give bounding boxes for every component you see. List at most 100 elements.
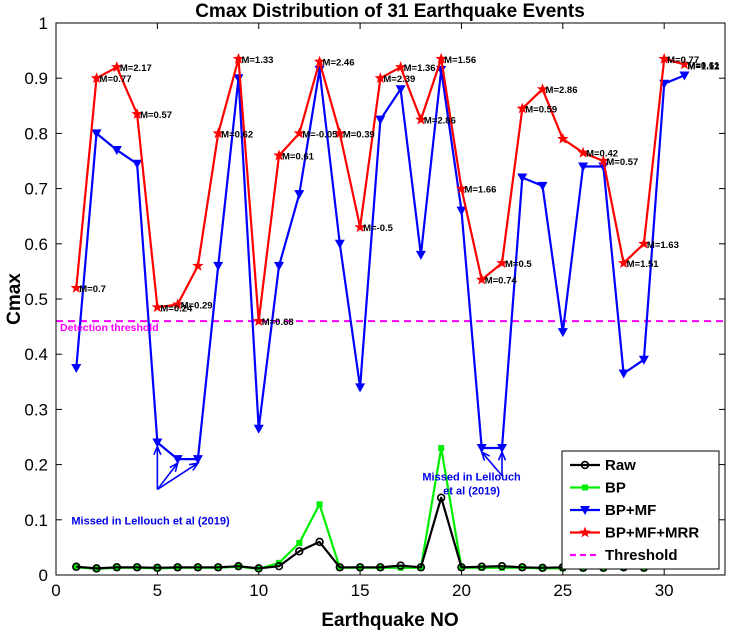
- x-tick-label: 30: [655, 581, 674, 600]
- data-point: [294, 190, 305, 200]
- magnitude-label: M=-0.5: [363, 223, 394, 234]
- data-point: [617, 257, 630, 268]
- data-point: [496, 257, 508, 268]
- data-point: [476, 444, 487, 454]
- data-point: [274, 261, 284, 271]
- data-point: [355, 563, 365, 572]
- data-point: [111, 61, 123, 73]
- data-point: [315, 537, 324, 547]
- magnitude-label: M=0.42: [586, 149, 618, 160]
- data-point: [232, 52, 245, 64]
- arrow-head: [188, 461, 200, 471]
- magnitude-label: M=1.12: [687, 62, 719, 73]
- legend-item: BP+MF+MRR: [570, 525, 699, 542]
- annotation-arrow: [156, 462, 179, 490]
- magnitude-label: M=1.51: [627, 259, 660, 270]
- magnitude-label: M=0.62: [221, 129, 253, 140]
- data-point: [112, 563, 122, 572]
- magnitude-label: M=-0.05: [302, 129, 338, 140]
- data-point: [72, 562, 81, 571]
- magnitude-label: M=0.77: [667, 55, 699, 66]
- magnitude-label: M=0.74: [485, 276, 518, 287]
- legend-item: Raw: [570, 457, 636, 474]
- x-tick-label: 0: [51, 581, 60, 600]
- data-point: [151, 301, 164, 313]
- magnitude-label: M=1.36: [404, 63, 436, 74]
- arrow-head: [480, 450, 491, 461]
- y-tick-label: 0: [39, 566, 48, 585]
- magnitude-label: M=1.33: [241, 55, 273, 66]
- legend: Raw BP BP+MF BP+MF+MRR Threshold: [561, 450, 720, 570]
- data-point: [253, 424, 264, 434]
- data-point: [537, 181, 548, 191]
- data-point: [397, 564, 404, 571]
- data-point: [131, 108, 143, 119]
- magnitude-label: M=1.56: [444, 55, 476, 66]
- magnitude-label: M=0.29: [181, 301, 213, 312]
- legend-label: Raw: [605, 457, 636, 474]
- annotation-text: et al (2019): [443, 486, 500, 498]
- data-point: [536, 83, 549, 95]
- arrow-head: [169, 461, 179, 472]
- data-point: [517, 173, 528, 183]
- magnitude-label: M=2.86: [546, 85, 578, 96]
- data-point: [580, 460, 590, 470]
- data-point: [658, 52, 670, 64]
- annotation-arrow: [156, 462, 199, 491]
- data-point: [679, 71, 690, 81]
- data-point: [375, 115, 386, 125]
- data-point: [416, 563, 426, 572]
- data-point: [478, 564, 485, 571]
- data-point: [395, 85, 406, 95]
- data-point: [70, 281, 82, 293]
- data-point: [499, 564, 505, 571]
- data-point: [435, 52, 447, 64]
- data-point: [334, 239, 345, 249]
- y-tick-label: 0.7: [24, 180, 48, 199]
- x-tick-label: 20: [452, 581, 471, 600]
- x-axis-label: Earthquake NO: [321, 610, 458, 631]
- data-point: [213, 261, 224, 271]
- magnitude-label: M=0.77: [100, 74, 132, 85]
- data-point: [415, 250, 426, 260]
- data-point: [477, 562, 486, 571]
- legend-label: BP+MF: [605, 502, 656, 519]
- magnitude-label: M=1.63: [647, 240, 679, 251]
- plot-frame: [55, 22, 726, 576]
- magnitude-label: M=2.46: [323, 58, 355, 69]
- magnitude-label: M=2.39: [383, 74, 415, 85]
- y-tick-label: 0.2: [24, 456, 48, 475]
- x-tick-label: 10: [249, 581, 268, 600]
- data-point: [132, 563, 142, 572]
- chart-title: Cmax Distribution of 31 Earthquake Event…: [195, 1, 585, 22]
- data-point: [476, 273, 488, 285]
- data-point: [436, 493, 446, 502]
- y-tick-label: 0.8: [24, 124, 48, 143]
- y-tick-label: 0.6: [24, 235, 48, 254]
- data-point: [678, 58, 691, 70]
- magnitude-label: M=0.57: [606, 157, 638, 168]
- magnitude-label: M=0.68: [262, 317, 294, 328]
- data-point: [415, 113, 427, 125]
- data-point: [582, 484, 588, 491]
- data-point: [192, 455, 203, 465]
- data-point: [497, 444, 507, 454]
- y-tick-label: 0.3: [24, 400, 48, 419]
- threshold-label: Detection threshold: [60, 322, 159, 334]
- data-point: [335, 563, 345, 572]
- data-point: [274, 561, 284, 571]
- data-point: [396, 561, 405, 570]
- data-point: [153, 563, 162, 573]
- data-point: [132, 159, 143, 169]
- data-point: [374, 72, 387, 84]
- magnitude-label: M=0.59: [525, 105, 557, 116]
- y-tick-label: 1: [39, 14, 48, 33]
- arrow-head: [153, 444, 162, 456]
- data-point: [234, 561, 243, 571]
- data-point: [355, 383, 366, 393]
- data-point: [578, 162, 589, 172]
- data-point: [354, 221, 366, 233]
- y-tick-label: 0.1: [24, 511, 48, 530]
- legend-label: BP+MF+MRR: [605, 525, 699, 542]
- data-point: [577, 146, 589, 158]
